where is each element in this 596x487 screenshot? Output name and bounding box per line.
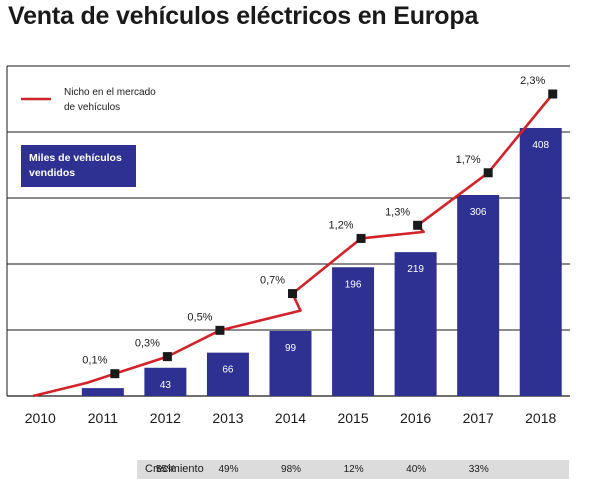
x-tick-2015: 2015 (337, 410, 368, 426)
marker-2016 (413, 220, 423, 230)
bar-value-2015: 196 (345, 279, 362, 290)
bar-2011 (81, 388, 124, 396)
growth-value-2014: 49% (218, 464, 239, 475)
share-label-2011: 0,1% (82, 355, 107, 367)
legend-bar-box (21, 145, 136, 187)
legend-line-label-2: de vehículos (64, 102, 120, 113)
x-tick-2010: 2010 (25, 410, 56, 426)
x-tick-2013: 2013 (212, 410, 243, 426)
bar-value-2016: 219 (407, 264, 424, 275)
growth-value-2013: 55% (155, 464, 176, 475)
bar-2016 (394, 252, 437, 396)
growth-value-2016: 12% (343, 464, 364, 475)
growth-value-2017: 40% (406, 464, 427, 475)
growth-value-2015: 98% (281, 464, 302, 475)
share-label-2012: 0,3% (135, 338, 160, 350)
share-label-2016: 1,3% (385, 206, 410, 218)
bar-value-2017: 306 (470, 207, 487, 218)
market-share-polyline (32, 93, 554, 398)
share-label-2017: 1,7% (456, 154, 481, 166)
x-tick-2016: 2016 (400, 410, 431, 426)
marker-2013 (215, 325, 225, 335)
marker-2014 (288, 289, 297, 299)
bar-2014 (269, 330, 312, 396)
x-tick-2014: 2014 (275, 410, 306, 426)
growth-row: Crecimiento 55% 49% 98% 12% 40% 33% (137, 460, 569, 479)
market-share-line: 0,1% 0,3% 0,5% 0,7% 1,2% 1,3% 1,7% 2,3% (32, 75, 558, 398)
bar-2012 (144, 367, 187, 396)
legend: Nicho en el mercado de vehículos Miles de … (21, 87, 156, 187)
x-tick-2017: 2017 (463, 410, 494, 426)
legend-bar-label-1: Miles de vehículos (29, 152, 122, 164)
share-label-2014: 0,7% (260, 275, 285, 287)
x-tick-2018: 2018 (525, 410, 556, 426)
share-label-2018: 2,3% (520, 75, 545, 87)
x-tick-2012: 2012 (150, 410, 181, 426)
bars: 43 66 99 196 219 306 408 (81, 128, 562, 396)
growth-label: Crecimiento (145, 463, 204, 475)
bar-value-2013: 66 (222, 365, 234, 376)
bar-2013 (206, 352, 249, 396)
bar-2015 (332, 267, 375, 396)
bar-value-2012: 43 (160, 380, 172, 391)
marker-2017 (483, 168, 493, 178)
bar-value-2014: 99 (285, 343, 297, 354)
legend-bar-label-2: vendidos (29, 167, 75, 179)
bar-value-2018: 408 (532, 140, 549, 151)
marker-2012 (162, 352, 172, 362)
x-tick-2011: 2011 (88, 410, 118, 426)
share-label-2013: 0,5% (187, 311, 212, 323)
chart-area: 43 66 99 196 219 306 408 0,1% 0,3% 0,5% 0,7% 1,2% 1… (6, 65, 570, 426)
bar-2018 (519, 128, 562, 396)
legend-line-label-1: Nicho en el mercado (64, 87, 156, 98)
marker-2018 (548, 89, 558, 99)
bar-2017 (457, 195, 500, 396)
share-label-2015: 1,2% (329, 219, 354, 231)
marker-2011 (110, 369, 120, 379)
growth-value-2018: 33% (468, 464, 489, 475)
x-axis: 2010 2011 2012 2013 2014 2015 2016 2017 2018 (25, 410, 557, 426)
chart-title: Venta de vehículos eléctricos en Europa (8, 2, 479, 30)
marker-2015 (356, 233, 366, 243)
